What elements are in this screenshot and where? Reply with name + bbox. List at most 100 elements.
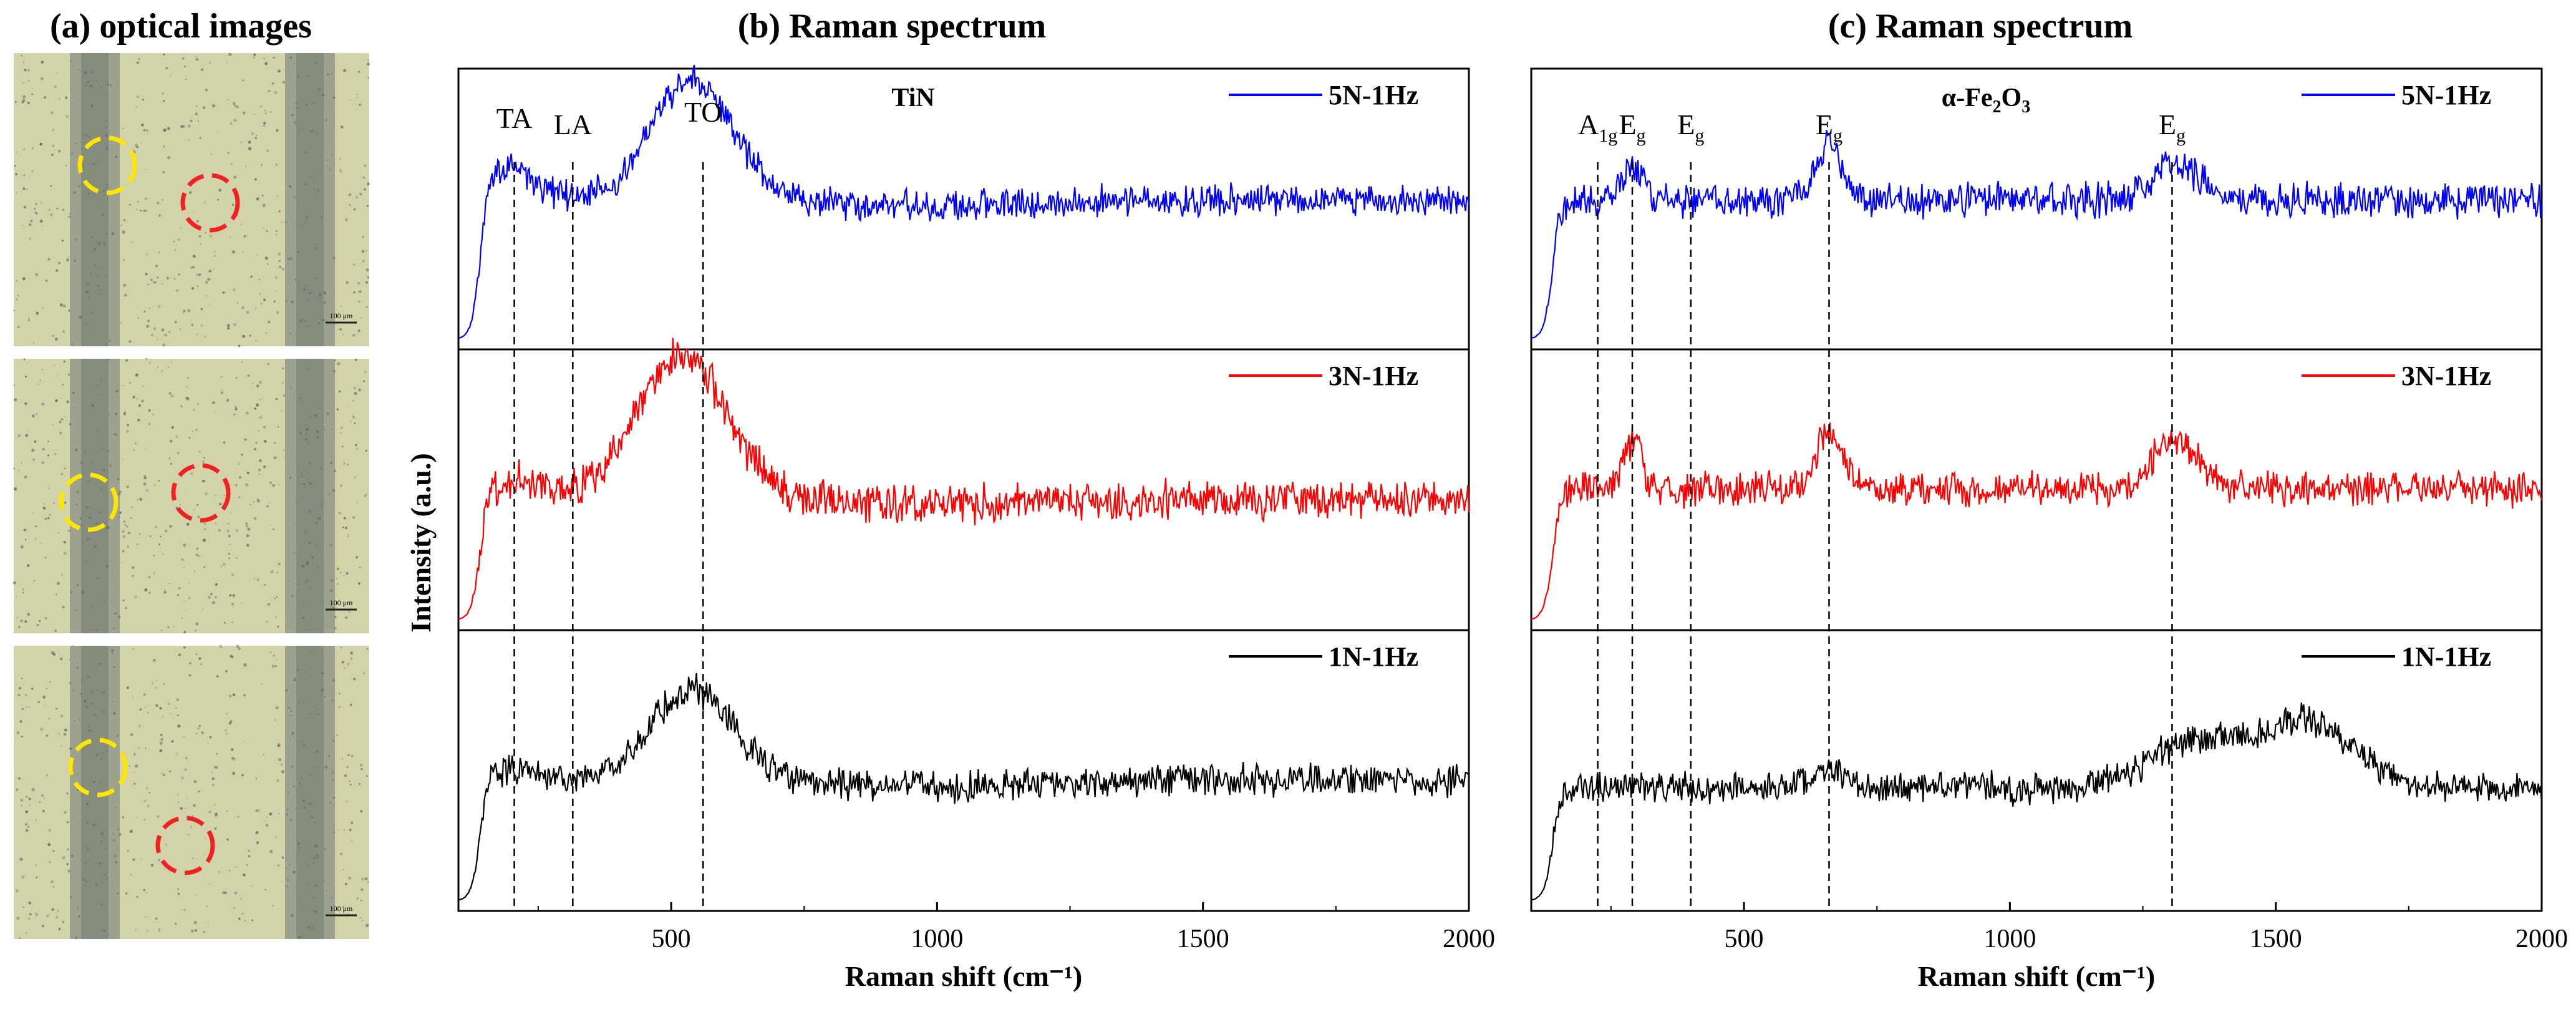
speckle (146, 253, 148, 255)
wear-track-core (296, 53, 324, 346)
speckle (238, 463, 240, 465)
speckle (268, 321, 271, 324)
speckle (195, 895, 196, 896)
speckle (204, 492, 208, 495)
speckle (352, 400, 354, 402)
speckle (176, 290, 178, 292)
speckle (228, 543, 231, 545)
speckle (122, 530, 125, 533)
speckle (62, 384, 64, 386)
speckle (194, 571, 195, 572)
speckle (65, 96, 68, 99)
speckle (214, 827, 216, 830)
speckle (202, 106, 206, 109)
speckle (189, 662, 191, 664)
speckle (24, 822, 28, 826)
speckle (41, 61, 44, 64)
speckle (159, 741, 163, 745)
speckle (346, 572, 349, 575)
speckle (359, 192, 362, 195)
speckle (145, 209, 147, 212)
speckle (236, 302, 238, 304)
speckle (272, 484, 275, 487)
speckle (281, 221, 283, 223)
speckle (51, 908, 54, 912)
speckle (245, 525, 248, 527)
speckle (56, 207, 59, 210)
speckle (195, 429, 198, 432)
speckle (351, 840, 353, 842)
speckle (148, 422, 151, 426)
speckle (184, 66, 186, 67)
speckle (65, 115, 69, 119)
speckle (351, 821, 354, 824)
speckle (168, 703, 170, 705)
speckle (227, 327, 230, 330)
speckle (18, 469, 21, 472)
speckle (346, 801, 347, 802)
speckle (21, 100, 24, 104)
speckle (162, 553, 164, 555)
speckle (356, 556, 359, 559)
speckle (142, 385, 144, 387)
speckle (143, 129, 146, 132)
speckle (195, 622, 199, 626)
speckle (42, 307, 44, 309)
speckle (361, 888, 364, 891)
speckle (215, 827, 217, 829)
speckle (174, 249, 177, 251)
speckle (159, 749, 163, 752)
speckle (57, 910, 59, 913)
optical-image-2: 100 μm (12, 358, 369, 634)
speckle (364, 371, 367, 373)
speckle (269, 651, 271, 653)
speckle (252, 382, 254, 384)
speckle (165, 844, 167, 846)
speckle (362, 176, 366, 179)
speckle (52, 144, 55, 147)
speckle (243, 873, 246, 877)
speckle (19, 857, 23, 861)
speckle (251, 919, 253, 922)
speckle (61, 745, 62, 747)
speckle (228, 557, 231, 560)
speckle (152, 684, 153, 685)
speckle (17, 326, 20, 328)
speckle (171, 361, 172, 363)
speckle (16, 617, 19, 619)
speckle (145, 358, 148, 360)
speckle (16, 298, 18, 301)
speckle (238, 344, 241, 348)
speckle (15, 676, 17, 678)
speckle (55, 593, 57, 596)
speckle (207, 742, 209, 744)
speckle (56, 582, 60, 585)
speckle (338, 706, 341, 709)
speckle (336, 408, 339, 411)
speckle (279, 484, 281, 485)
speckle (143, 209, 146, 212)
speckle (173, 278, 176, 280)
speckle (174, 321, 177, 323)
speckle (218, 528, 221, 532)
speckle (271, 664, 275, 668)
plot-frame (1530, 67, 2543, 912)
speckle (148, 361, 151, 364)
speckle (148, 591, 151, 594)
speckle (196, 333, 198, 335)
speckle (192, 815, 194, 817)
speckle (240, 898, 242, 900)
speckle (62, 330, 65, 333)
speckle (193, 921, 197, 925)
speckle (58, 532, 60, 534)
speckle (195, 112, 198, 115)
speckle (258, 430, 259, 432)
speckle (269, 111, 272, 113)
speckle (63, 361, 65, 363)
speckle (273, 528, 274, 530)
speckle (364, 877, 368, 880)
speckle (213, 268, 215, 270)
speckle (275, 276, 277, 278)
speckle (183, 908, 186, 912)
speckle (180, 807, 183, 810)
